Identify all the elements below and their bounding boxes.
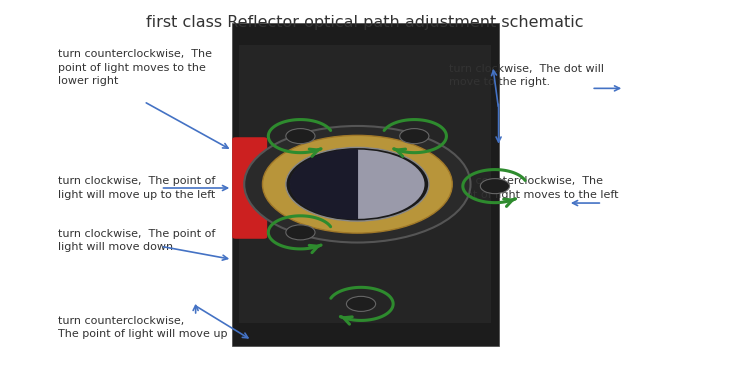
Circle shape	[291, 150, 425, 219]
Circle shape	[286, 225, 315, 240]
Circle shape	[286, 129, 315, 144]
Text: turn clockwise,  The dot will
move to the right.: turn clockwise, The dot will move to the…	[449, 64, 604, 87]
Text: turn counterclockwise,
The point of light will move up: turn counterclockwise, The point of ligh…	[58, 315, 228, 339]
Text: turn counterclockwise,  The
point of light moves to the
lower right: turn counterclockwise, The point of ligh…	[58, 50, 212, 86]
Text: turn clockwise,  The point of
light will move down: turn clockwise, The point of light will …	[58, 229, 216, 252]
Circle shape	[263, 135, 453, 233]
Bar	[232, 23, 499, 346]
Circle shape	[286, 147, 429, 221]
Text: first class Reflector optical path adjustment schematic: first class Reflector optical path adjus…	[146, 15, 584, 30]
Text: turn clockwise,  The point of
light will move up to the left: turn clockwise, The point of light will …	[58, 176, 216, 200]
Circle shape	[480, 179, 510, 194]
Circle shape	[347, 296, 376, 311]
Polygon shape	[291, 150, 358, 219]
Circle shape	[400, 129, 429, 144]
Text: turn counterclockwise,  The
point of light moves to the left: turn counterclockwise, The point of ligh…	[449, 176, 618, 200]
Circle shape	[245, 126, 471, 243]
Bar	[239, 45, 491, 323]
FancyBboxPatch shape	[232, 137, 267, 239]
